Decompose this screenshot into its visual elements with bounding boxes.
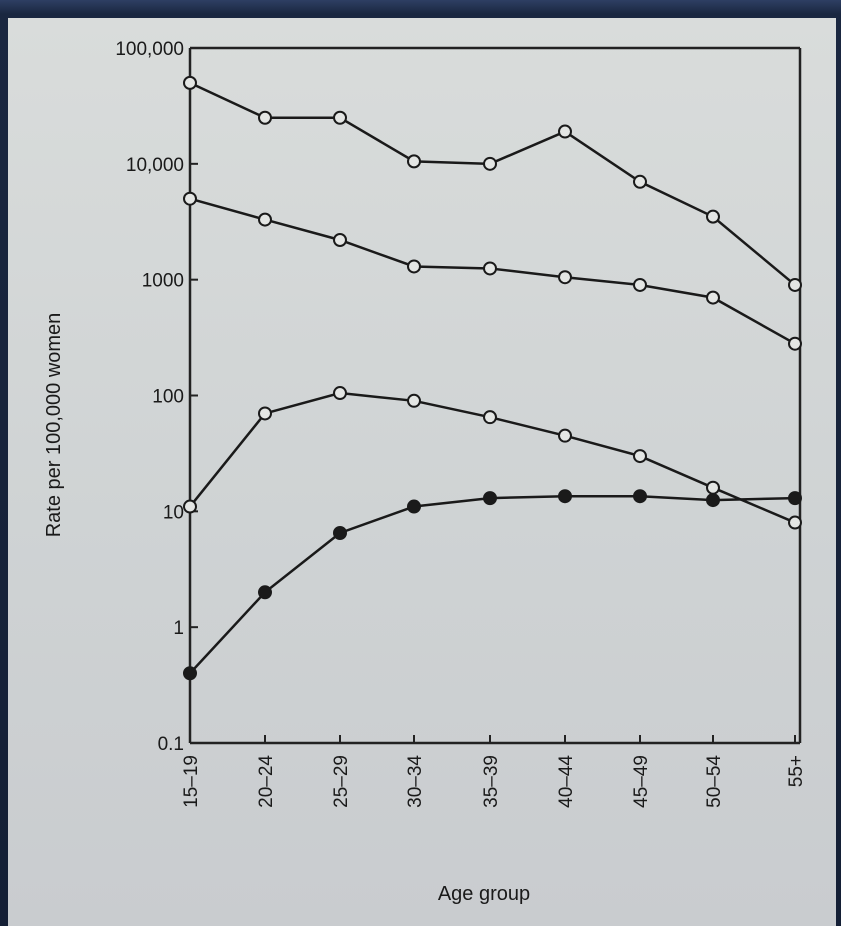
data-point <box>333 110 347 125</box>
data-point <box>558 489 572 504</box>
data-point <box>407 393 421 408</box>
series-1 <box>183 75 802 292</box>
data-point <box>633 489 647 504</box>
data-point <box>183 75 197 90</box>
y-axis-title: Rate per 100,000 women <box>43 313 65 538</box>
data-point <box>407 154 421 169</box>
data-point <box>633 277 647 292</box>
data-point <box>407 499 421 514</box>
data-point <box>483 410 497 425</box>
x-tick-label: 35–39 <box>481 755 502 808</box>
data-point <box>483 156 497 171</box>
y-tick-label: 100 <box>152 387 184 408</box>
data-point <box>183 666 197 681</box>
x-tick-label: 20–24 <box>256 755 277 808</box>
x-tick-label: 40–44 <box>556 755 577 808</box>
x-tick-label: 50–54 <box>704 755 725 808</box>
data-point <box>788 491 802 506</box>
data-point <box>258 406 272 421</box>
data-point <box>258 585 272 600</box>
data-point <box>483 261 497 276</box>
data-point <box>788 277 802 292</box>
scanned-page <box>8 18 836 926</box>
series-line <box>189 81 796 286</box>
x-tick-label: 55+ <box>786 755 807 787</box>
data-point <box>558 270 572 285</box>
y-tick-label: 10 <box>163 502 184 523</box>
data-point <box>333 386 347 401</box>
series-4 <box>183 489 802 681</box>
x-tick-label: 25–29 <box>331 755 352 808</box>
series-3 <box>183 386 802 530</box>
data-point <box>633 174 647 189</box>
series-2 <box>183 191 802 351</box>
data-point <box>258 110 272 125</box>
y-tick-label: 0.1 <box>158 734 184 755</box>
data-point <box>706 480 720 495</box>
data-point <box>483 491 497 506</box>
data-point <box>183 191 197 206</box>
data-point <box>407 259 421 274</box>
data-point <box>706 209 720 224</box>
data-point <box>333 526 347 541</box>
data-point <box>333 233 347 248</box>
data-point <box>258 212 272 227</box>
data-point <box>633 449 647 464</box>
x-tick-label: 45–49 <box>631 755 652 808</box>
data-point <box>706 493 720 508</box>
data-point <box>558 124 572 139</box>
y-tick-label: 1 <box>173 618 184 639</box>
x-tick-label: 15–19 <box>181 755 202 808</box>
data-point <box>558 428 572 443</box>
y-tick-label: 1000 <box>142 271 184 292</box>
x-axis-title: Age group <box>438 883 530 905</box>
y-tick-label: 100,000 <box>115 39 184 60</box>
series-line <box>189 494 796 675</box>
data-point <box>706 290 720 305</box>
x-tick-label: 30–34 <box>405 755 426 808</box>
data-point <box>788 336 802 351</box>
data-point <box>788 515 802 530</box>
y-tick-label: 10,000 <box>126 155 184 176</box>
data-point <box>183 499 197 514</box>
